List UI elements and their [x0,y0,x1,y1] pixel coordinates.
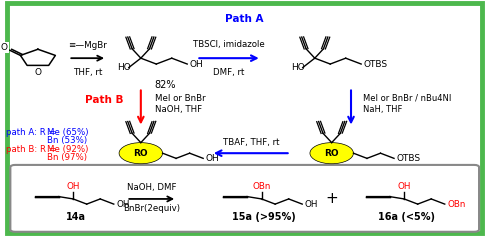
Text: BnBr(2equiv): BnBr(2equiv) [123,204,180,213]
Text: Me (65%): Me (65%) [47,128,88,137]
Text: NaOH, DMF: NaOH, DMF [127,183,176,192]
FancyBboxPatch shape [10,165,479,232]
Text: OTBS: OTBS [364,59,388,68]
Text: OBn: OBn [252,182,271,191]
Text: OH: OH [66,182,80,191]
Text: NaH, THF: NaH, THF [363,105,402,114]
Text: OH: OH [116,200,130,209]
Text: NaOH, THF: NaOH, THF [155,105,203,114]
Text: Path A: Path A [225,14,264,25]
Text: OH: OH [189,59,204,68]
Text: +: + [325,191,338,206]
Text: 16a (<5%): 16a (<5%) [378,211,435,222]
Text: HO: HO [117,63,131,72]
Text: Bn (53%): Bn (53%) [47,136,87,145]
Text: MeI or BnBr: MeI or BnBr [155,93,206,103]
Text: OBn: OBn [447,200,466,209]
Text: Me (92%): Me (92%) [47,145,88,154]
Text: 14a: 14a [66,211,86,222]
Text: OH: OH [206,154,219,163]
Text: 82%: 82% [154,80,176,90]
Circle shape [119,143,163,164]
Text: Bn (97%): Bn (97%) [47,153,87,162]
Text: ≡—MgBr: ≡—MgBr [68,41,107,50]
Text: OTBS: OTBS [396,154,421,163]
FancyBboxPatch shape [7,3,483,233]
Text: O: O [1,43,8,52]
Text: RO: RO [133,149,148,158]
Text: HO: HO [291,63,305,72]
Text: THF, rt: THF, rt [73,68,102,77]
Text: O: O [35,68,41,77]
Text: Path B: Path B [85,95,124,105]
Text: MeI or BnBr / nBu4NI: MeI or BnBr / nBu4NI [363,93,451,103]
Circle shape [310,143,354,164]
Text: 15a (>95%): 15a (>95%) [232,211,296,222]
Text: OH: OH [305,200,318,209]
Text: path B: R =: path B: R = [5,145,58,154]
Text: OH: OH [397,182,411,191]
Text: RO: RO [324,149,339,158]
Text: TBAF, THF, rt: TBAF, THF, rt [223,138,279,147]
Text: TBSCl, imidazole: TBSCl, imidazole [193,40,265,49]
Text: DMF, rt: DMF, rt [213,68,244,77]
Text: path A: R =: path A: R = [5,128,58,137]
